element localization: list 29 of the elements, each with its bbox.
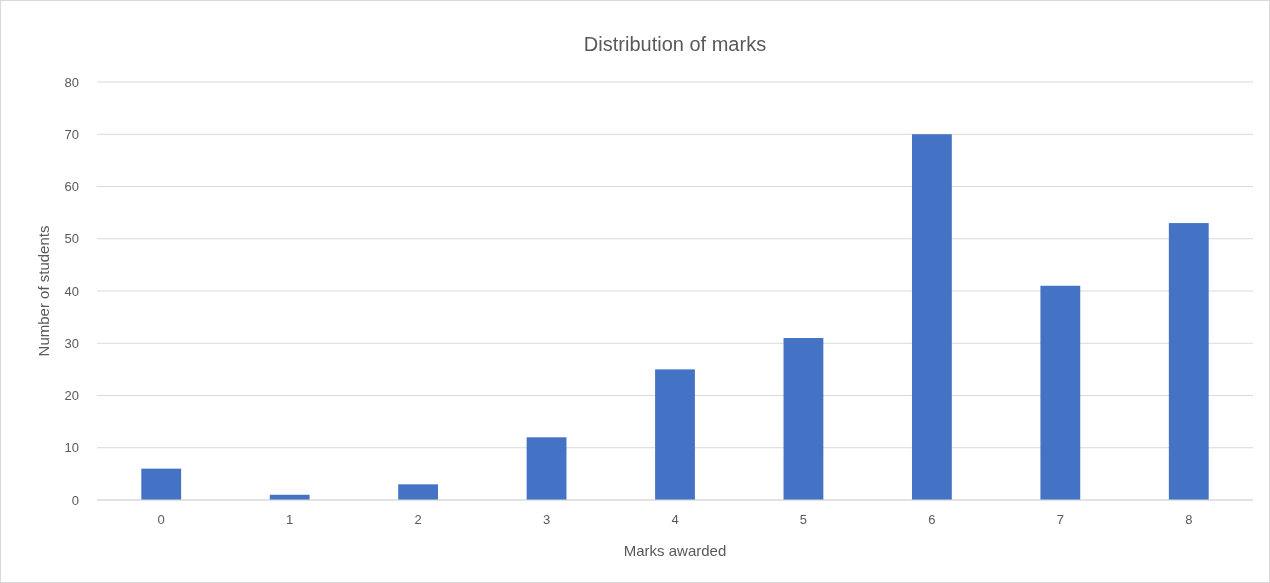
x-tick-label: 3	[542, 512, 551, 527]
x-tick-label: 2	[414, 512, 422, 527]
y-tick-label: 40	[64, 283, 79, 299]
bar	[526, 437, 567, 500]
y-axis-title: Number of students	[35, 225, 52, 357]
x-tick-label: 4	[671, 512, 679, 527]
y-tick-label: 70	[64, 126, 79, 142]
y-tick-label: 0	[71, 492, 79, 508]
y-tick-label: 30	[64, 335, 79, 351]
x-tick-label: 8	[1185, 512, 1193, 527]
x-tick-label: 0	[157, 512, 165, 527]
bar	[911, 134, 952, 500]
bar	[1168, 223, 1209, 500]
y-tick-label: 50	[64, 231, 79, 247]
x-tick-label: 5	[799, 512, 808, 527]
y-tick-label: 10	[64, 440, 79, 456]
x-tick-label: 7	[1056, 512, 1064, 527]
bar	[141, 468, 182, 500]
y-tick-label: 60	[64, 179, 79, 195]
x-axis-title: Marks awarded	[623, 542, 727, 559]
bar	[398, 484, 439, 500]
chart-title: Distribution of marks	[583, 33, 767, 55]
bar	[1040, 285, 1081, 500]
y-tick-label: 20	[64, 388, 79, 404]
y-tick-label: 80	[64, 74, 79, 90]
bar	[655, 369, 695, 500]
bar	[783, 338, 824, 500]
x-tick-label: 6	[928, 512, 936, 527]
x-tick-label: 1	[286, 512, 294, 527]
